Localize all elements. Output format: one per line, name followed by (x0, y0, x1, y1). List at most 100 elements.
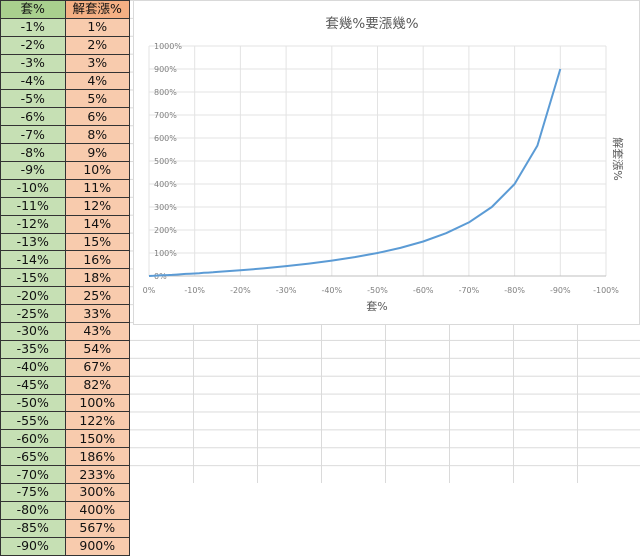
table-cell[interactable]: -45% (0, 375, 66, 395)
table-cell[interactable]: -11% (0, 196, 66, 216)
table-cell[interactable]: -35% (0, 339, 66, 359)
table-cell[interactable]: -60% (0, 429, 66, 449)
table-cell[interactable]: -15% (0, 268, 66, 288)
table-row: -80% 400% (0, 500, 130, 520)
y-tick-label: 100% (154, 249, 177, 258)
table-row: -7% 8% (0, 125, 130, 145)
table-cell[interactable]: 33% (64, 304, 130, 324)
table-cell[interactable]: -7% (0, 125, 66, 145)
table-cell[interactable]: -75% (0, 483, 66, 502)
table-cell[interactable]: 11% (64, 178, 130, 198)
table-row: -20% 25% (0, 286, 130, 306)
table-cell[interactable]: 4% (64, 71, 130, 91)
table-cell[interactable]: -55% (0, 411, 66, 431)
table-cell[interactable]: -30% (0, 322, 66, 341)
table-row: -9% 10% (0, 161, 130, 180)
table-cell[interactable]: 300% (64, 483, 130, 502)
table-cell[interactable]: 6% (64, 107, 130, 127)
y-tick-label: 800% (154, 88, 177, 97)
table-cell[interactable]: 150% (64, 429, 130, 449)
x-tick-label: -10% (184, 286, 205, 295)
table-row: -6% 6% (0, 107, 130, 127)
x-tick-label: -60% (413, 286, 434, 295)
table-cell[interactable]: 233% (64, 465, 130, 485)
y-axis-label: 解套漲% (611, 137, 625, 180)
table-row: -25% 33% (0, 304, 130, 324)
y-tick-label: 700% (154, 111, 177, 120)
y-tick-label: 1000% (154, 42, 182, 51)
table-cell[interactable]: 900% (64, 536, 130, 556)
table-cell[interactable]: -65% (0, 447, 66, 467)
table-cell[interactable]: 54% (64, 339, 130, 359)
table-cell[interactable]: -20% (0, 286, 66, 306)
table-cell[interactable]: 8% (64, 125, 130, 145)
table-cell[interactable]: 100% (64, 393, 130, 413)
table-cell[interactable]: -9% (0, 161, 66, 180)
table-cell[interactable]: 12% (64, 196, 130, 216)
table-cell[interactable]: -6% (0, 107, 66, 127)
x-tick-label: -20% (230, 286, 251, 295)
table-row: -30% 43% (0, 322, 130, 341)
table-cell[interactable]: 43% (64, 322, 130, 341)
table-cell[interactable]: 567% (64, 518, 130, 538)
x-tick-label: -70% (459, 286, 480, 295)
table-cell[interactable]: -80% (0, 500, 66, 520)
table-cell[interactable]: -2% (0, 35, 66, 55)
table-row: -65% 186% (0, 447, 130, 467)
header-cell[interactable]: 套% (0, 0, 66, 19)
table-cell[interactable]: -25% (0, 304, 66, 324)
x-tick-label: -50% (367, 286, 388, 295)
table-cell[interactable]: -10% (0, 178, 66, 198)
chart[interactable]: 套幾%要漲幾% 套% 解套漲% 0% 100% 200% 300% 400% 500% 60… (133, 0, 640, 325)
table-cell[interactable]: 400% (64, 500, 130, 520)
table-cell[interactable]: -3% (0, 53, 66, 73)
table-cell[interactable]: 14% (64, 214, 130, 234)
table-cell[interactable]: 16% (64, 250, 130, 270)
table-cell[interactable]: 3% (64, 53, 130, 73)
table-cell[interactable]: -12% (0, 214, 66, 234)
table-cell[interactable]: -85% (0, 518, 66, 538)
table-cell[interactable]: 18% (64, 268, 130, 288)
table-row: -5% 5% (0, 89, 130, 109)
table-cell[interactable]: -90% (0, 536, 66, 556)
table-cell[interactable]: 9% (64, 143, 130, 163)
x-tick-label: -40% (321, 286, 342, 295)
x-axis-label: 套% (366, 300, 387, 313)
table-row: -4% 4% (0, 71, 130, 91)
x-tick-label: -100% (593, 286, 619, 295)
table-cell[interactable]: 10% (64, 161, 130, 180)
table-cell[interactable]: -14% (0, 250, 66, 270)
table-header-row: 套% 解套漲% (0, 0, 130, 19)
table-cell[interactable]: -40% (0, 357, 66, 377)
table-cell[interactable]: 1% (64, 17, 130, 37)
table-cell[interactable]: 2% (64, 35, 130, 55)
table-row: -60% 150% (0, 429, 130, 449)
table-cell[interactable]: -13% (0, 232, 66, 252)
table-cell[interactable]: 122% (64, 411, 130, 431)
data-table: 套% 解套漲% -1% 1% -2% 2% -3% 3% -4% 4% -5% 5% -6% 6% -7% 8… (0, 0, 130, 556)
table-row: -55% 122% (0, 411, 130, 431)
x-tick-label: -90% (550, 286, 571, 295)
table-row: -10% 11% (0, 178, 130, 198)
table-cell[interactable]: 15% (64, 232, 130, 252)
table-row: -2% 2% (0, 35, 130, 55)
table-row: -85% 567% (0, 518, 130, 538)
table-cell[interactable]: 82% (64, 375, 130, 395)
table-cell[interactable]: -4% (0, 71, 66, 91)
table-row: -14% 16% (0, 250, 130, 270)
table-cell[interactable]: -1% (0, 17, 66, 37)
table-cell[interactable]: -8% (0, 143, 66, 163)
header-cell[interactable]: 解套漲% (64, 0, 130, 19)
y-tick-label: 300% (154, 203, 177, 212)
y-tick-label: 400% (154, 180, 177, 189)
table-cell[interactable]: 5% (64, 89, 130, 109)
table-cell[interactable]: -70% (0, 465, 66, 485)
series-line (148, 68, 562, 277)
table-cell[interactable]: -50% (0, 393, 66, 413)
table-cell[interactable]: 25% (64, 286, 130, 306)
table-cell[interactable]: 186% (64, 447, 130, 467)
table-row: -12% 14% (0, 214, 130, 234)
table-cell[interactable]: -5% (0, 89, 66, 109)
chart-title: 套幾%要漲幾% (325, 16, 418, 32)
table-cell[interactable]: 67% (64, 357, 130, 377)
